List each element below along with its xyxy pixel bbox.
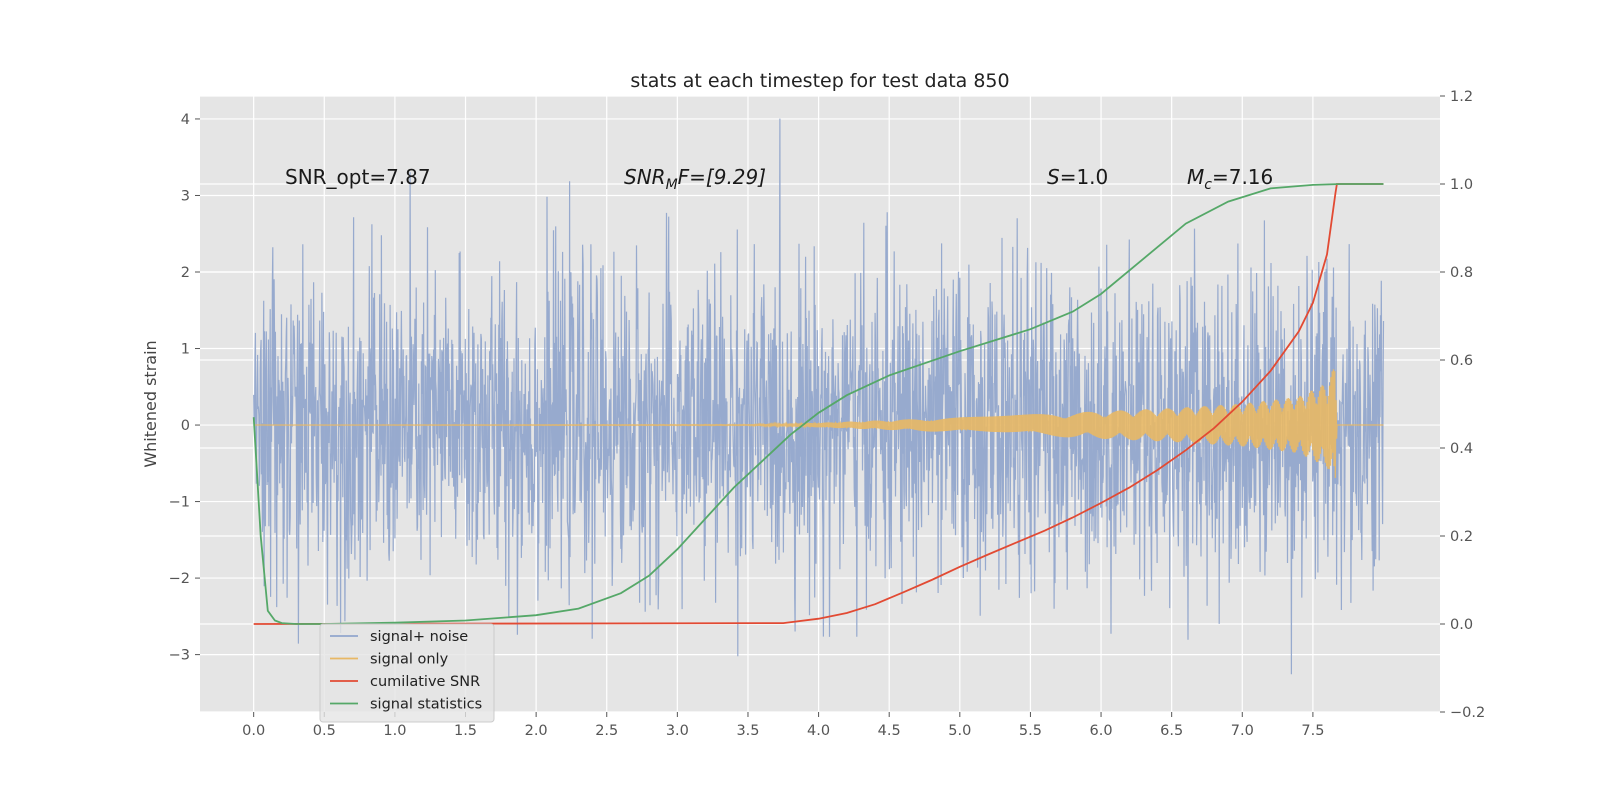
y2-tick-label: 0.4 [1450,441,1473,457]
x-tick-label: 6.0 [1090,723,1113,739]
legend-box [319,623,495,723]
annotation-s: S=1.0 [1047,165,1108,189]
y-tick-label: −1 [169,495,190,511]
x-tick-label: 7.5 [1301,723,1324,739]
signal-noise-line [253,118,1385,675]
y2-tick-label: −0.2 [1450,705,1485,721]
y-tick-label: −2 [169,571,190,587]
legend-label: signal statistics [370,697,482,713]
legend-label: signal+ noise [370,629,468,645]
annotation-snr-mf: SNRMF=[9.29] [624,165,766,193]
x-tick-label: 4.5 [878,723,901,739]
annotation-snr-opt: SNR_opt=7.87 [285,165,431,189]
y2-tick-label: 0.6 [1450,353,1473,369]
y-tick-label: 2 [181,265,190,281]
series-signal-noise [253,118,1385,675]
y2-tick-labels: −0.2 0.0 0.2 0.4 0.6 0.8 1.0 1.2 [1440,89,1485,721]
x-tick-label: 0.5 [313,723,336,739]
x-tick-label: 3.0 [666,723,689,739]
x-tick-label: 5.5 [1019,723,1042,739]
y-tick-labels: −3 −2 −1 0 1 2 3 4 [169,112,200,664]
y-tick-label: 1 [181,342,190,358]
x-tick-label: 2.0 [525,723,548,739]
signal-statistics-line [252,183,1384,625]
y-tick-label: −3 [169,648,190,664]
x-tick-label: 2.5 [595,723,618,739]
y-axis-label: Whitened strain [141,340,160,467]
series-lines [252,183,1384,625]
y-tick-label: 0 [181,418,190,434]
x-tick-label: 4.0 [807,723,830,739]
y-tick-label: 3 [181,188,190,204]
annotation-mc: Mc=7.16 [1187,165,1273,193]
legend-label: cumilative SNR [370,674,480,690]
x-tick-label: 0.0 [242,723,265,739]
chart-title: stats at each timestep for test data 850 [630,70,1009,92]
x-tick-label: 1.5 [454,723,477,739]
x-tick-label: 3.5 [736,723,759,739]
y2-tick-label: 0.8 [1450,265,1473,281]
x-tick-label: 6.5 [1160,723,1183,739]
series-signal-only [253,369,1384,478]
cumulative-snr-line [253,183,1384,625]
x-tick-label: 5.0 [948,723,971,739]
y2-tick-label: 0.0 [1450,617,1473,633]
legend: signal+ noise signal only cumilative SNR si… [319,623,495,723]
y2-tick-label: 1.2 [1450,89,1473,105]
x-tick-label: 7.0 [1231,723,1254,739]
legend-label: signal only [370,652,449,668]
y-tick-label: 4 [181,112,190,128]
x-tick-labels: 0.0 0.5 1.0 1.5 2.0 2.5 3.0 3.5 4.0 4.5 5.0 5.5 6.0 6… [242,712,1324,739]
y2-tick-label: 1.0 [1450,177,1473,193]
x-tick-label: 1.0 [383,723,406,739]
signal-only-line [253,369,1384,478]
y2-tick-label: 0.2 [1450,529,1473,545]
